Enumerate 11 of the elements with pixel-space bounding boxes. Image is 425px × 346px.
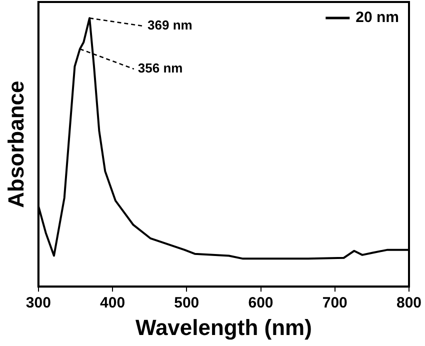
- x-axis-title: Wavelength (nm): [135, 314, 312, 340]
- x-tick-label: 400: [100, 294, 126, 312]
- annotation: 356 nm: [138, 60, 183, 76]
- annotation: 369 nm: [148, 18, 192, 33]
- x-tick-label: 700: [322, 294, 348, 312]
- x-tick-label: 800: [396, 294, 422, 312]
- x-tick-label: 600: [248, 294, 274, 312]
- x-tick-label: 500: [174, 294, 200, 312]
- legend-label: 20 nm: [356, 9, 400, 26]
- x-tick-label: 300: [26, 294, 51, 312]
- y-axis-title: Absorbance: [3, 80, 28, 208]
